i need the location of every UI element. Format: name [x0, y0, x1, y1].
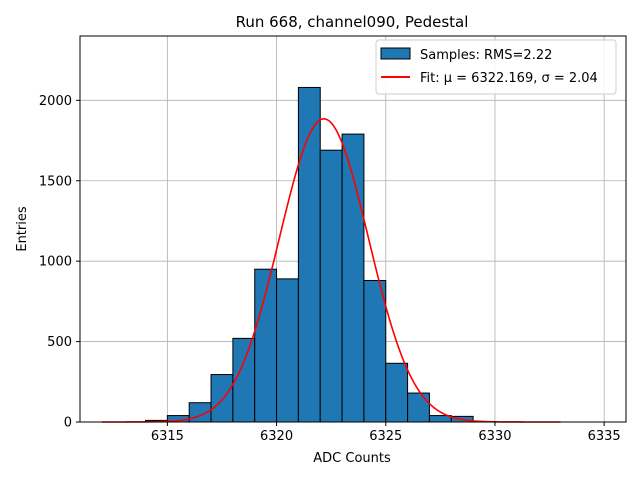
- histogram-bar: [363, 279, 387, 423]
- legend-box: [375, 39, 617, 95]
- y-tick-label: 500: [47, 335, 72, 350]
- legend-histogram-label: Samples: RMS=2.22: [420, 48, 552, 63]
- legend-fit-label: Fit: μ = 6322.169, σ = 2.04: [420, 71, 598, 86]
- plot-frame: [79, 35, 627, 423]
- x-tick-label: 6330: [478, 429, 511, 444]
- x-tick-label: 6325: [369, 429, 402, 444]
- histogram-bar: [385, 362, 409, 423]
- y-axis-label: Entries: [15, 206, 30, 252]
- histogram-bars: [145, 86, 474, 423]
- x-tick-label: 6315: [151, 429, 184, 444]
- x-tick-label: 6335: [588, 429, 621, 444]
- y-tick-label: 1000: [39, 255, 72, 270]
- legend: Samples: RMS=2.22 Fit: μ = 6322.169, σ =…: [375, 39, 617, 95]
- y-tick-label: 0: [64, 416, 72, 431]
- x-axis-label: ADC Counts: [313, 451, 391, 466]
- chart-title: Run 668, channel090, Pedestal: [236, 13, 469, 31]
- histogram-bar: [407, 392, 430, 423]
- histogram-bar: [232, 337, 256, 423]
- histogram-bar: [319, 149, 343, 423]
- y-tick-label: 1500: [39, 174, 72, 189]
- histogram-bar: [210, 374, 234, 423]
- y-tick-label: 2000: [39, 94, 72, 109]
- histogram-bar: [276, 278, 299, 423]
- histogram-bar: [297, 86, 321, 423]
- axis-ticks: 6315 6320 6325 6330 6335 0 500 1000 1500 2000: [39, 94, 621, 444]
- legend-histogram-swatch: [380, 47, 411, 60]
- x-tick-label: 6320: [260, 429, 293, 444]
